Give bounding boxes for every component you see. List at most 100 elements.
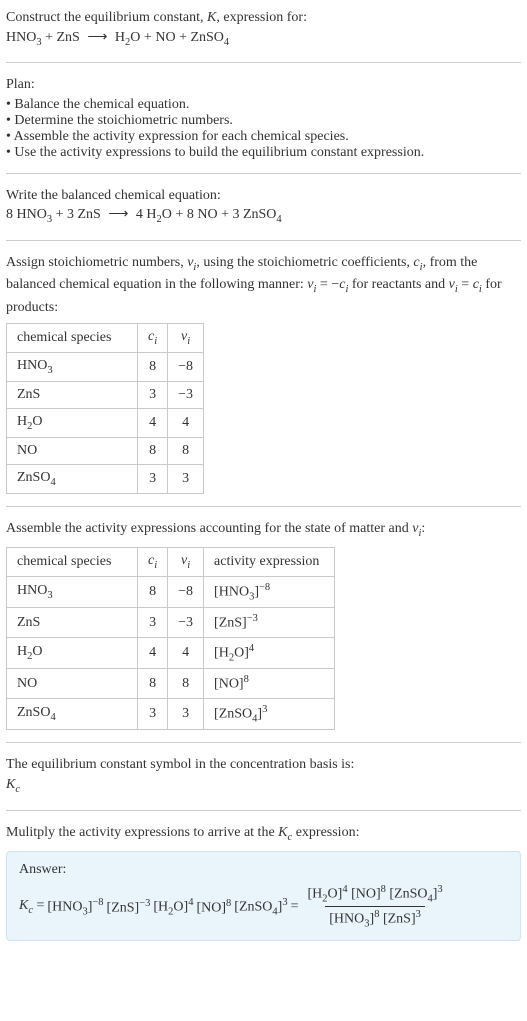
kc-symbol-block: The equilibrium constant symbol in the c… [6, 755, 521, 797]
plus: + [45, 30, 56, 45]
prompt-text-a: Construct the equilibrium constant, [6, 10, 207, 25]
species-zns: ZnS [57, 30, 80, 45]
cell-species: ZnS [7, 608, 138, 638]
cell-species: HNO3 [7, 353, 138, 382]
prompt-text-b: , expression for: [216, 10, 307, 25]
arrow-icon: ⟶ [104, 207, 132, 222]
col-ci: ci [138, 547, 168, 576]
cell-ci: 3 [138, 381, 168, 408]
plan-list: Balance the chemical equation. Determine… [6, 97, 521, 161]
stoich-table: chemical species ci νi HNO3 8 −8 ZnS 3 −… [6, 323, 204, 493]
cell-vi: 3 [168, 699, 204, 730]
plan-item: Determine the stoichiometric numbers. [6, 113, 521, 129]
balanced-heading: Write the balanced chemical equation: [6, 186, 521, 206]
table-row: H2O 4 4 [7, 408, 204, 437]
coeff: 4 [136, 207, 143, 222]
table-row: ZnS 3 −3 [7, 381, 204, 408]
fraction-numerator: [H2O]4 [NO]8 [ZnSO4]3 [303, 884, 446, 906]
cell-species: ZnSO4 [7, 699, 138, 730]
prompt-equation: HNO3 + ZnS ⟶ H2O + NO + ZnSO4 [6, 28, 521, 50]
col-vi: νi [168, 547, 204, 576]
assemble-text: Assemble the activity expressions accoun… [6, 519, 521, 541]
cell-vi: −8 [168, 353, 204, 382]
species-no: NO [197, 207, 217, 222]
cell-activity: [HNO3]−8 [204, 576, 335, 607]
kc-lhs: Kc = [19, 898, 44, 916]
kc-fraction: [H2O]4 [NO]8 [ZnSO4]3 [HNO3]8 [ZnS]3 [303, 884, 446, 930]
kc-term: [HNO3]−8 [47, 897, 103, 917]
table-header-row: chemical species ci νi [7, 324, 204, 353]
divider [6, 506, 521, 507]
col-ci: ci [138, 324, 168, 353]
species-zns: ZnS [78, 207, 101, 222]
cell-ci: 8 [138, 437, 168, 464]
multiply-text: Mulitply the activity expressions to arr… [6, 823, 521, 845]
activity-table: chemical species ci νi activity expressi… [6, 547, 335, 730]
divider [6, 742, 521, 743]
kc-term: [H2O]4 [153, 897, 193, 917]
cell-ci: 4 [138, 637, 168, 668]
cell-vi: 4 [168, 637, 204, 668]
species-no: NO [155, 30, 175, 45]
table-row: ZnS 3 −3 [ZnS]−3 [7, 608, 335, 638]
plus: + [144, 30, 155, 45]
cell-vi: 4 [168, 408, 204, 437]
prompt-line1: Construct the equilibrium constant, K, e… [6, 8, 521, 28]
cell-vi: −8 [168, 576, 204, 607]
cell-ci: 8 [138, 669, 168, 699]
divider [6, 240, 521, 241]
answer-box: Answer: Kc = [HNO3]−8 [ZnS]−3 [H2O]4 [NO… [6, 851, 521, 941]
fraction-denominator: [HNO3]8 [ZnS]3 [325, 906, 425, 929]
plus: + [221, 207, 232, 222]
table-row: ZnSO4 3 3 [7, 464, 204, 493]
cell-ci: 4 [138, 408, 168, 437]
species-h2o: H2O [115, 30, 141, 45]
assign-paragraph: Assign stoichiometric numbers, νi, using… [6, 253, 521, 318]
cell-species: NO [7, 437, 138, 464]
divider [6, 810, 521, 811]
cell-vi: −3 [168, 608, 204, 638]
table-header-row: chemical species ci νi activity expressi… [7, 547, 335, 576]
assign-block: Assign stoichiometric numbers, νi, using… [6, 253, 521, 494]
cell-ci: 8 [138, 353, 168, 382]
equals: = [291, 899, 299, 915]
species-znso4: ZnSO4 [243, 207, 282, 222]
species-hno3: HNO3 [6, 30, 42, 45]
plus: + [175, 207, 186, 222]
cell-vi: 3 [168, 464, 204, 493]
answer-label: Answer: [19, 862, 508, 878]
species-znso4: ZnSO4 [190, 30, 229, 45]
kc-symbol-text: The equilibrium constant symbol in the c… [6, 755, 521, 775]
table-row: NO 8 8 [NO]8 [7, 669, 335, 699]
prompt-block: Construct the equilibrium constant, K, e… [6, 8, 521, 50]
cell-vi: −3 [168, 381, 204, 408]
divider [6, 62, 521, 63]
cell-species: ZnSO4 [7, 464, 138, 493]
multiply-block: Mulitply the activity expressions to arr… [6, 823, 521, 941]
cell-ci: 3 [138, 464, 168, 493]
col-activity: activity expression [204, 547, 335, 576]
coeff: 8 [187, 207, 194, 222]
plan-block: Plan: Balance the chemical equation. Det… [6, 75, 521, 161]
table-row: ZnSO4 3 3 [ZnSO4]3 [7, 699, 335, 730]
kc-term: [ZnS]−3 [107, 898, 151, 917]
plus: + [56, 207, 67, 222]
cell-species: H2O [7, 408, 138, 437]
cell-ci: 8 [138, 576, 168, 607]
kc-term: [NO]8 [196, 898, 231, 917]
cell-species: HNO3 [7, 576, 138, 607]
species-h2o: H2O [146, 207, 172, 222]
col-species: chemical species [7, 324, 138, 353]
plus: + [179, 30, 190, 45]
cell-ci: 3 [138, 608, 168, 638]
col-vi: νi [168, 324, 204, 353]
divider [6, 173, 521, 174]
balanced-block: Write the balanced chemical equation: 8 … [6, 186, 521, 228]
arrow-icon: ⟶ [83, 30, 111, 45]
prompt-K: K [207, 10, 216, 25]
cell-activity: [ZnS]−3 [204, 608, 335, 638]
balanced-equation: 8 HNO3 + 3 ZnS ⟶ 4 H2O + 8 NO + 3 ZnSO4 [6, 205, 521, 227]
assemble-block: Assemble the activity expressions accoun… [6, 519, 521, 731]
cell-activity: [ZnSO4]3 [204, 699, 335, 730]
plan-heading: Plan: [6, 75, 521, 95]
